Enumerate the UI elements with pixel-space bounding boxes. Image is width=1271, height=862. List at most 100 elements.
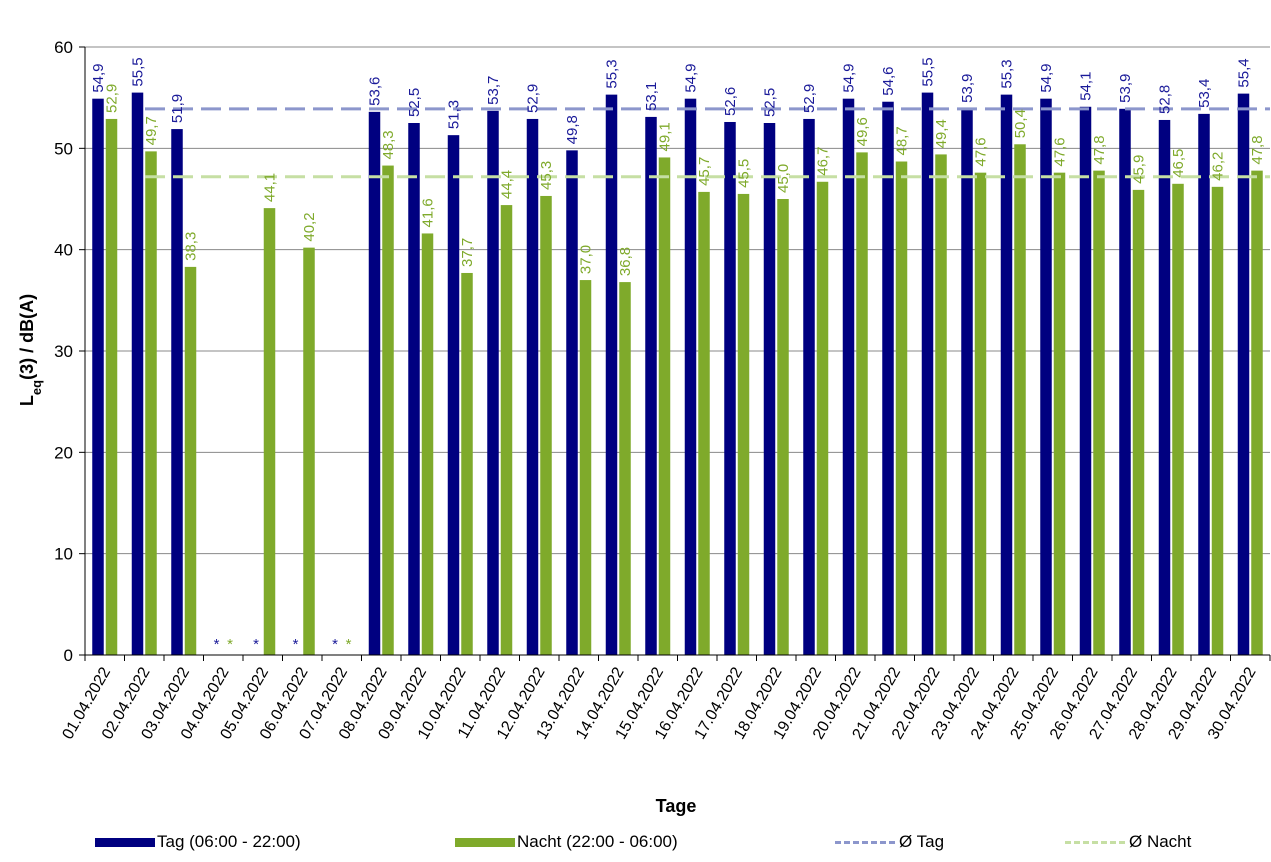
data-label-nacht: 45,7 [696,157,713,186]
data-label-nacht: 36,8 [617,247,634,276]
data-label-tag: 55,4 [1236,58,1253,87]
data-label-tag: 54,9 [1038,63,1055,92]
bar-nacht [777,199,789,655]
legend-item-tag: Tag (06:00 - 22:00) [95,832,301,852]
legend-swatch-nacht [455,837,515,847]
data-label-tag: 53,6 [367,77,384,106]
bar-tag [1158,119,1171,655]
bar-nacht [816,181,829,656]
bar-nacht [1132,189,1145,655]
y-tick-label: 0 [64,646,73,665]
data-label-tag: 54,1 [1078,72,1095,101]
data-label-tag: 49,8 [564,115,581,144]
y-tick-label: 10 [54,545,73,564]
legend-item-nacht: Nacht (22:00 - 06:00) [455,832,678,852]
reference-lines [145,107,1270,179]
bar-tag [921,92,934,656]
data-labels: 54,9 55,5 51,9 * * * * 53,6 52,5 51,3 53,7 52,9 49,8… [90,57,1266,653]
legend-label-avg-nacht: Ø Nacht [1129,832,1192,851]
data-label-nacht: 52,9 [104,84,121,113]
bar-nacht [461,272,473,655]
bar-nacht [895,161,908,656]
data-label-tag: 55,5 [130,57,147,86]
bar-tag [1040,98,1052,656]
data-label-tag: 52,8 [1157,85,1174,114]
data-label-tag: 53,9 [1117,74,1134,103]
y-tick-label: 40 [54,241,73,260]
legend-label-nacht: Nacht (22:00 - 06:00) [517,832,678,851]
data-label-nacht: 38,3 [183,232,200,261]
data-label-tag: 54,9 [841,63,858,92]
bar-tag [1237,93,1250,655]
bar-nacht [1211,186,1224,655]
bar-nacht [935,154,947,655]
data-label-nacht: 46,7 [815,147,832,176]
data-label-tag: 52,9 [525,84,542,113]
bar-chart: 010203040506001.04.202202.04.202203.04.2… [17,38,1271,816]
x-axis-title: Tage [656,796,697,816]
bar-tag [961,108,973,655]
bar-nacht [579,280,592,655]
data-label-tag: 53,4 [1196,79,1213,108]
bars [92,92,1263,656]
data-label-nacht: 48,3 [380,130,397,159]
data-label-nacht: 45,9 [1131,155,1148,184]
bar-nacht [1014,144,1026,655]
data-label-nacht: 41,6 [420,198,437,227]
bar-nacht [974,172,987,656]
data-label-tag: 54,9 [683,63,700,92]
data-label-tag: 53,7 [485,76,502,105]
bar-nacht [1053,172,1066,656]
legend-label-avg-tag: Ø Tag [899,832,945,851]
bar-nacht [303,247,315,655]
missing-marker-tag: * [293,636,299,653]
bar-tag [131,92,144,656]
bar-tag [724,121,736,655]
data-label-nacht: 49,6 [854,117,871,146]
bar-nacht [1172,183,1184,656]
bar-nacht [145,151,157,655]
data-label-nacht: 37,7 [459,238,476,267]
data-label-nacht: 37,0 [578,245,595,274]
data-label-tag: 55,3 [999,59,1016,88]
data-label-tag: 55,5 [920,57,937,86]
bar-tag [803,118,815,656]
y-tick-label: 20 [54,443,73,462]
bar-tag [368,111,381,655]
y-axis-title-sub: eq [29,380,44,395]
data-label-tag: 51,9 [169,94,186,123]
bar-tag [1079,106,1092,655]
bar-nacht [421,233,434,655]
bar-tag [763,123,776,655]
legend-item-avg-tag: Ø Tag [835,832,944,852]
data-label-tag: 53,9 [959,74,976,103]
missing-marker-nacht: * [227,636,233,653]
data-label-nacht: 48,7 [894,126,911,155]
legend-label-tag: Tag (06:00 - 22:00) [157,832,301,851]
bar-tag [684,98,697,656]
bar-nacht [619,282,631,655]
data-label-nacht: 47,8 [1091,135,1108,164]
data-label-nacht: 40,2 [301,212,318,241]
bar-nacht [856,152,868,656]
legend: Tag (06:00 - 22:00) Nacht (22:00 - 06:00… [0,828,1271,862]
bar-nacht [184,266,197,655]
data-label-tag: 52,9 [801,84,818,113]
data-label-nacht: 45,5 [736,159,753,188]
data-label-nacht: 49,1 [657,122,674,151]
data-label-nacht: 46,5 [1170,149,1187,178]
bar-tag [605,94,618,656]
data-label-tag: 55,3 [604,59,621,88]
y-tick-label: 50 [54,139,73,158]
bar-tag [526,118,539,656]
data-label-nacht: 47,6 [1052,137,1069,166]
data-label-tag: 52,6 [722,87,739,116]
bar-nacht [658,157,671,655]
legend-swatch-avg-nacht [1065,840,1125,844]
data-label-nacht: 49,7 [143,116,160,145]
data-label-tag: 54,6 [880,67,897,96]
bar-nacht [1093,170,1105,656]
data-label-nacht: 47,6 [973,137,990,166]
data-label-nacht: 45,0 [775,164,792,193]
data-label-nacht: 44,1 [262,173,279,202]
